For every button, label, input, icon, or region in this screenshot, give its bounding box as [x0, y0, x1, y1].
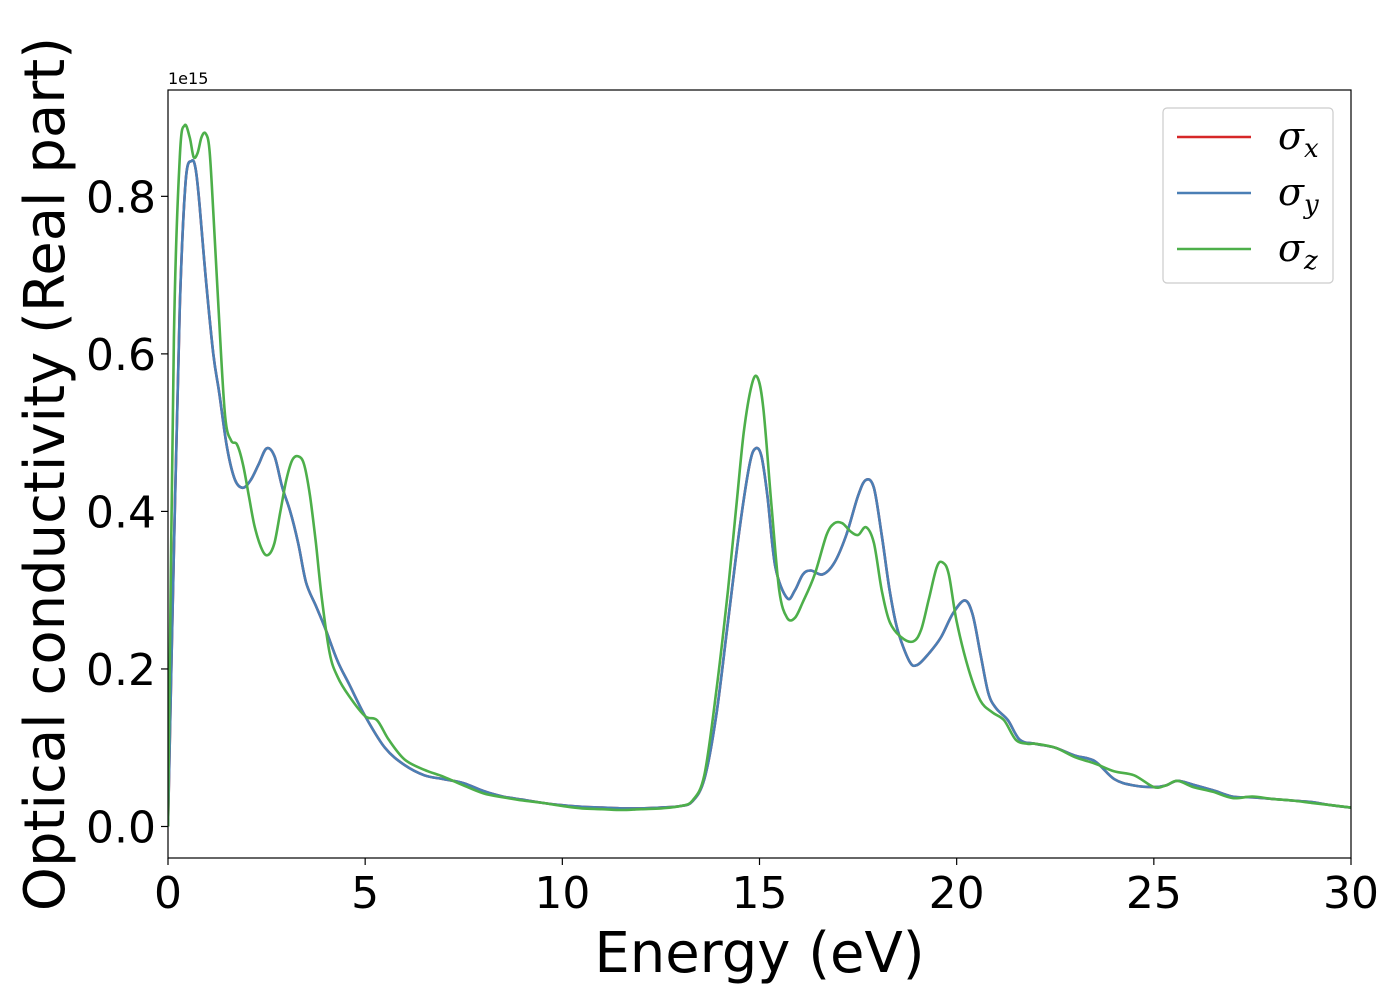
- x-tick-label: 0: [154, 868, 182, 919]
- series-layer: [168, 123, 1351, 827]
- y-tick-label: 0.2: [86, 645, 156, 696]
- y-tick-label: 0.8: [86, 172, 156, 223]
- x-tick-label: 15: [732, 868, 788, 919]
- legend-subscript: z: [1303, 246, 1318, 276]
- x-tick-label: 5: [351, 868, 379, 919]
- x-axis-label: Energy (eV): [594, 921, 924, 986]
- series-line-z: [168, 123, 1351, 827]
- x-tick-label: 25: [1126, 868, 1182, 919]
- y-tick-label: 0.6: [86, 330, 156, 381]
- y-tick-label: 0.4: [86, 487, 156, 538]
- legend-label: σx: [1278, 114, 1319, 164]
- y-tick-label: 0.0: [86, 802, 156, 853]
- x-tick-label: 20: [929, 868, 985, 919]
- y-axis-label: Optical conductivity (Real part): [13, 37, 78, 911]
- legend-subscript: x: [1304, 134, 1319, 164]
- x-tick-label: 10: [534, 868, 590, 919]
- x-tick-label: 30: [1323, 868, 1379, 919]
- legend-label: σy: [1278, 170, 1319, 220]
- y-axis: 0.0 0.2 0.4 0.6 0.8: [86, 172, 168, 853]
- legend-box: [1162, 107, 1334, 284]
- y-offset-label: 1e15: [168, 69, 208, 88]
- legend-subscript: y: [1303, 190, 1319, 220]
- legend-symbol: σ: [1278, 226, 1305, 270]
- x-axis: 0 5 10 15 20 25 30: [154, 858, 1379, 919]
- legend-symbol: σ: [1278, 170, 1305, 214]
- legend-symbol: σ: [1278, 114, 1305, 158]
- legend-label: σz: [1278, 226, 1318, 276]
